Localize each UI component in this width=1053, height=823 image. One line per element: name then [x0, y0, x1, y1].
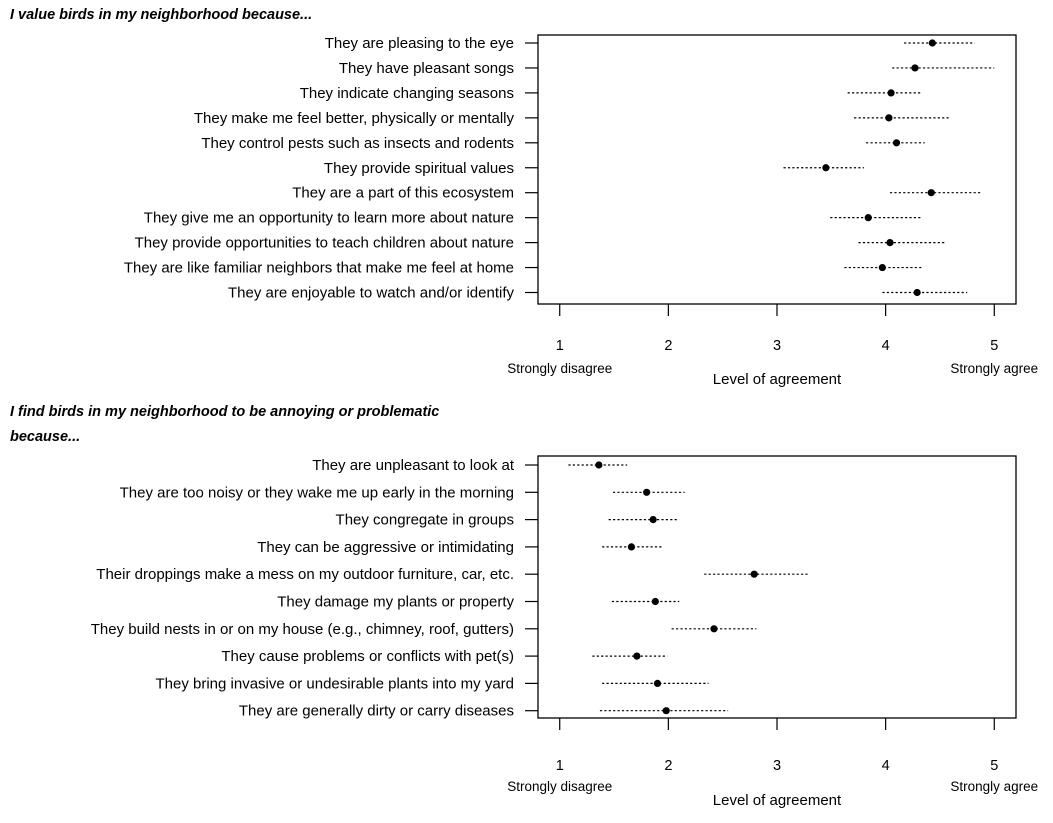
data-point [911, 64, 919, 72]
x-end-label-low: Strongly disagree [507, 779, 612, 794]
category-label: They are unpleasant to look at [312, 457, 515, 474]
category-label: They are a part of this ecosystem [292, 185, 514, 202]
x-end-label-high: Strongly agree [950, 779, 1038, 794]
category-label: They can be aggressive or intimidating [257, 539, 514, 556]
data-point [595, 461, 603, 469]
data-point [928, 39, 936, 47]
data-point [653, 679, 662, 688]
category-label: They provide opportunities to teach chil… [135, 235, 514, 252]
data-point [913, 288, 921, 297]
category-label: They give me an opportunity to learn mor… [144, 210, 514, 227]
data-point [649, 516, 657, 524]
data-point [887, 89, 895, 97]
data-point [885, 114, 893, 122]
category-label: They are too noisy or they wake me up ea… [120, 484, 514, 501]
x-tick-label: 1 [556, 758, 564, 774]
data-point [627, 543, 636, 551]
category-label: They have pleasant songs [339, 60, 514, 77]
x-axis-label: Level of agreement [713, 792, 842, 809]
category-label: They damage my plants or property [277, 594, 514, 611]
category-label: They are generally dirty or carry diseas… [239, 703, 514, 720]
panel-title: I find birds in my neighborhood to be an… [10, 404, 439, 420]
data-point [643, 488, 651, 496]
category-label: They cause problems or conflicts with pe… [221, 648, 514, 665]
data-point [892, 139, 901, 147]
category-label: They are enjoyable to watch and/or ident… [228, 285, 515, 302]
x-tick-label: 5 [990, 338, 998, 354]
category-label: They are pleasing to the eye [325, 35, 514, 52]
data-point [633, 652, 641, 660]
plot-frame [537, 455, 1017, 719]
category-label: They control pests such as insects and r… [201, 135, 514, 152]
data-point [886, 239, 894, 247]
data-point [651, 597, 659, 606]
category-label: They make me feel better, physically or … [194, 110, 515, 127]
x-tick-label: 4 [882, 758, 890, 774]
category-label: They bring invasive or undesirable plant… [155, 675, 514, 692]
category-label: Their droppings make a mess on my outdoo… [96, 566, 514, 583]
data-point [878, 263, 886, 272]
x-tick-label: 4 [882, 338, 890, 354]
panel-title: because... [10, 429, 80, 445]
category-label: They indicate changing seasons [300, 85, 514, 102]
x-tick-label: 5 [990, 758, 998, 774]
category-label: They congregate in groups [336, 512, 514, 529]
x-axis-label: Level of agreement [713, 371, 842, 388]
data-point [750, 570, 758, 578]
x-tick-label: 3 [773, 758, 781, 774]
data-point [822, 164, 830, 172]
category-label: They are like familiar neighbors that ma… [124, 260, 514, 277]
x-tick-label: 2 [664, 758, 672, 774]
data-point [864, 214, 872, 222]
x-tick-label: 2 [664, 338, 672, 354]
data-point [662, 707, 670, 715]
data-point [710, 625, 718, 633]
x-tick-label: 1 [556, 338, 564, 354]
data-point [927, 189, 935, 197]
plot-frame [537, 34, 1017, 305]
x-end-label-low: Strongly disagree [507, 361, 612, 376]
panel-title: I value birds in my neighborhood because… [10, 7, 312, 23]
x-end-label-high: Strongly agree [950, 361, 1038, 376]
x-tick-label: 3 [773, 338, 781, 354]
category-label: They build nests in or on my house (e.g.… [91, 621, 514, 638]
category-label: They provide spiritual values [324, 160, 514, 177]
